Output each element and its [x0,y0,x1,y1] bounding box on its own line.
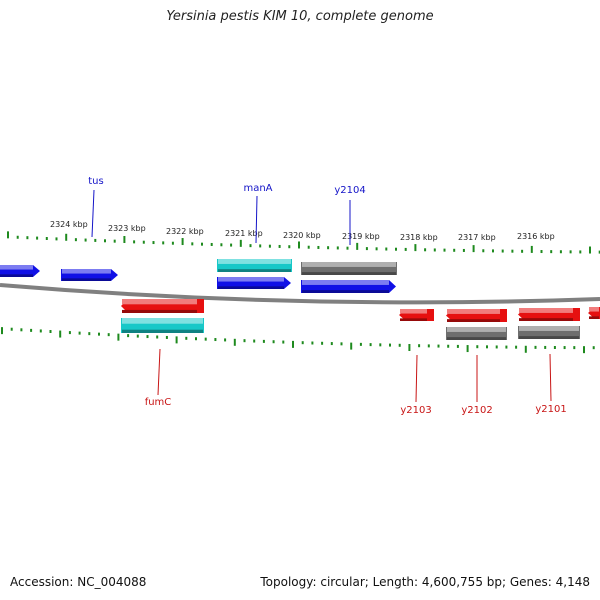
feature-highlight [302,280,389,285]
cds-box [217,259,292,272]
feature-highlight [447,309,500,314]
map-title: Yersinia pestis KIM 10, complete genome [166,9,434,24]
feature-shadow [302,272,396,275]
feature-shadow [519,318,573,321]
kbp-label: 2321 kbp [225,229,263,238]
gene-label: fumC [145,397,172,408]
ticks-reverse [1,327,595,354]
gene-arrow [588,307,600,319]
leader-line [91,189,95,238]
feature-highlight [218,277,284,282]
kbp-label: 2322 kbp [166,227,204,236]
gene-arrow [121,299,204,313]
leader-line [549,353,552,402]
gene-label: tus [88,176,103,187]
genome-backbone [0,283,600,305]
feature-shadow [122,329,203,333]
topology-label: Topology: circular; Length: 4,600,755 bp… [260,575,590,589]
leader-line [255,195,258,244]
kbp-label: 2318 kbp [400,233,438,242]
feature-shadow [589,316,599,319]
ticks-forward [7,231,600,254]
gene-label: manA [243,183,272,194]
cds-box [446,327,507,340]
feature-shadow [519,336,579,339]
gene-arrow [446,309,507,322]
feature-highlight [447,327,506,332]
kbp-label: 2320 kbp [283,231,321,240]
feature-shadow [218,269,291,272]
feature-shadow [400,318,427,321]
feature-shadow [447,337,506,340]
feature-highlight [589,307,599,312]
feature-highlight [519,308,573,313]
gene-arrow [61,269,118,281]
gene-labels: tus manA y2104 fumC y2103 y2102 y2101 [88,176,566,416]
feature-shadow [0,274,33,277]
gene-label-leaders [91,189,552,403]
feature-highlight [0,265,33,270]
cds-box [518,326,580,339]
gene-features [0,259,600,340]
feature-highlight [400,309,427,314]
feature-highlight [122,299,197,305]
feature-highlight [302,262,396,267]
gene-arrow [518,308,580,321]
cds-box [121,318,204,333]
feature-shadow [302,290,389,293]
gene-label: y2101 [535,404,566,415]
feature-highlight [519,326,579,331]
accession-label: Accession: NC_004088 [10,575,147,589]
feature-shadow [447,319,500,322]
feature-shadow [122,309,197,313]
leader-line [157,348,161,396]
leader-line [415,354,418,403]
kbp-label: 2316 kbp [517,232,555,241]
gene-arrow [399,309,434,321]
kbp-label: 2317 kbp [458,233,496,242]
kbp-label: 2319 kbp [342,232,380,241]
feature-highlight [218,259,291,264]
kbp-label: 2323 kbp [108,224,146,233]
feature-shadow [62,278,111,281]
gene-arrow [301,280,396,293]
gene-label: y2103 [400,405,431,416]
feature-highlight [62,269,111,274]
gene-arrow [217,277,291,289]
kbp-scale-labels: 2324 kbp 2323 kbp 2322 kbp 2321 kbp 2320 kbp… [50,220,555,242]
gene-label: y2102 [461,405,492,416]
gene-label: y2104 [334,185,365,196]
cds-box [301,262,397,275]
kbp-label: 2324 kbp [50,220,88,229]
feature-shadow [218,286,284,289]
feature-highlight [122,318,203,324]
gene-arrow [0,265,40,277]
